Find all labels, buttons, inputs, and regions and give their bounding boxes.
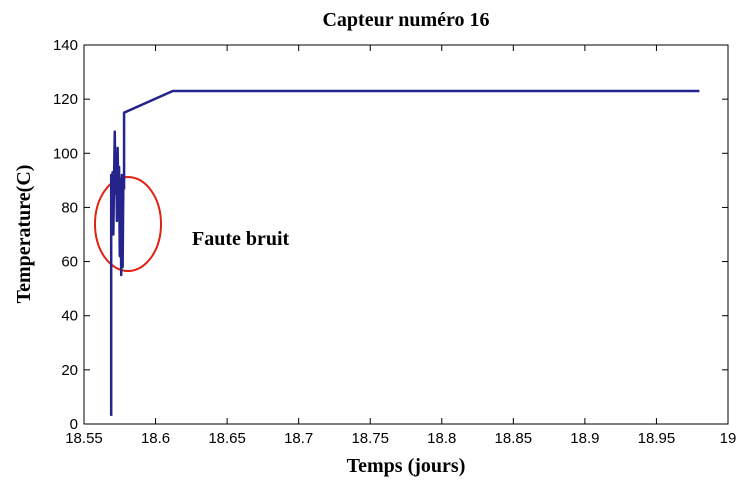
chart-title: Capteur numéro 16 xyxy=(322,9,489,31)
y-tick-label: 80 xyxy=(61,199,78,216)
x-tick-label: 19 xyxy=(720,430,737,447)
y-tick-label: 40 xyxy=(61,308,78,325)
y-tick-label: 20 xyxy=(61,362,78,379)
x-tick-label: 18.95 xyxy=(638,430,676,447)
x-tick-label: 18.6 xyxy=(141,430,170,447)
line-series xyxy=(109,89,700,416)
x-axis-label: Temps (jours) xyxy=(347,455,466,477)
y-tick-label: 0 xyxy=(70,416,78,433)
x-tick-label: 18.55 xyxy=(65,430,103,447)
y-tick-label: 60 xyxy=(61,254,78,271)
x-tick-label: 18.9 xyxy=(570,430,599,447)
x-tick-label: 18.85 xyxy=(495,430,533,447)
axes-box xyxy=(83,44,729,425)
fault-circle xyxy=(94,176,162,272)
y-tick-label: 140 xyxy=(53,37,78,54)
x-tick-label: 18.7 xyxy=(284,430,313,447)
y-tick-label: 120 xyxy=(53,91,78,108)
x-tick-label: 18.75 xyxy=(351,430,389,447)
x-tick-label: 18.8 xyxy=(427,430,456,447)
annotation: Faute bruit xyxy=(192,228,290,250)
x-tick-label: 18.65 xyxy=(208,430,246,447)
y-axis-label: Temperature(C) xyxy=(13,165,35,304)
y-tick-label: 100 xyxy=(53,145,78,162)
